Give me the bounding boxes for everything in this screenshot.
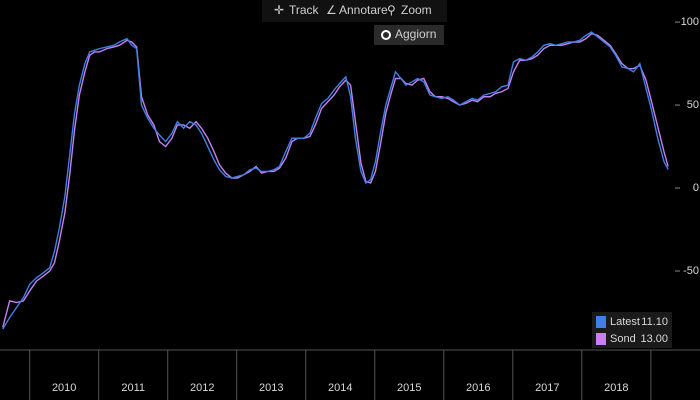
y-tick-label: 50 — [687, 99, 699, 111]
legend-label: Latest — [610, 316, 640, 328]
track-button[interactable]: Track — [289, 3, 320, 17]
x-tick-label: 2010 — [52, 382, 76, 394]
zoom-button[interactable]: Zoom — [401, 3, 432, 17]
legend-label: Sond — [610, 333, 636, 345]
y-tick-label: 100 — [681, 16, 699, 28]
x-tick-label: 2013 — [259, 382, 283, 394]
series-line — [2, 32, 669, 328]
zoom-icon: ⚲ — [387, 3, 396, 17]
refresh-button[interactable]: Aggiorn — [395, 27, 436, 41]
toolbar — [262, 0, 447, 22]
track-icon: ✛ — [274, 3, 284, 17]
x-tick-label: 2016 — [466, 382, 490, 394]
refresh-button-bg[interactable] — [374, 25, 444, 45]
x-tick-label: 2011 — [121, 382, 145, 394]
x-tick-label: 2017 — [535, 382, 559, 394]
x-tick-label: 2018 — [604, 382, 628, 394]
annotate-icon: ∠ — [326, 3, 337, 17]
x-tick-label: 2014 — [328, 382, 352, 394]
y-tick-label: 0 — [693, 182, 699, 194]
x-tick-label: 2015 — [397, 382, 421, 394]
series-line — [2, 31, 669, 330]
x-tick-label: 2012 — [190, 382, 214, 394]
legend-value: 11.10 — [641, 316, 668, 328]
legend-swatch — [596, 333, 606, 345]
legend-swatch — [596, 316, 606, 328]
legend-value: 13.00 — [640, 333, 668, 345]
refresh-icon — [381, 30, 391, 40]
y-tick-label: -50 — [683, 265, 699, 277]
annotate-button[interactable]: Annotare — [339, 3, 388, 17]
